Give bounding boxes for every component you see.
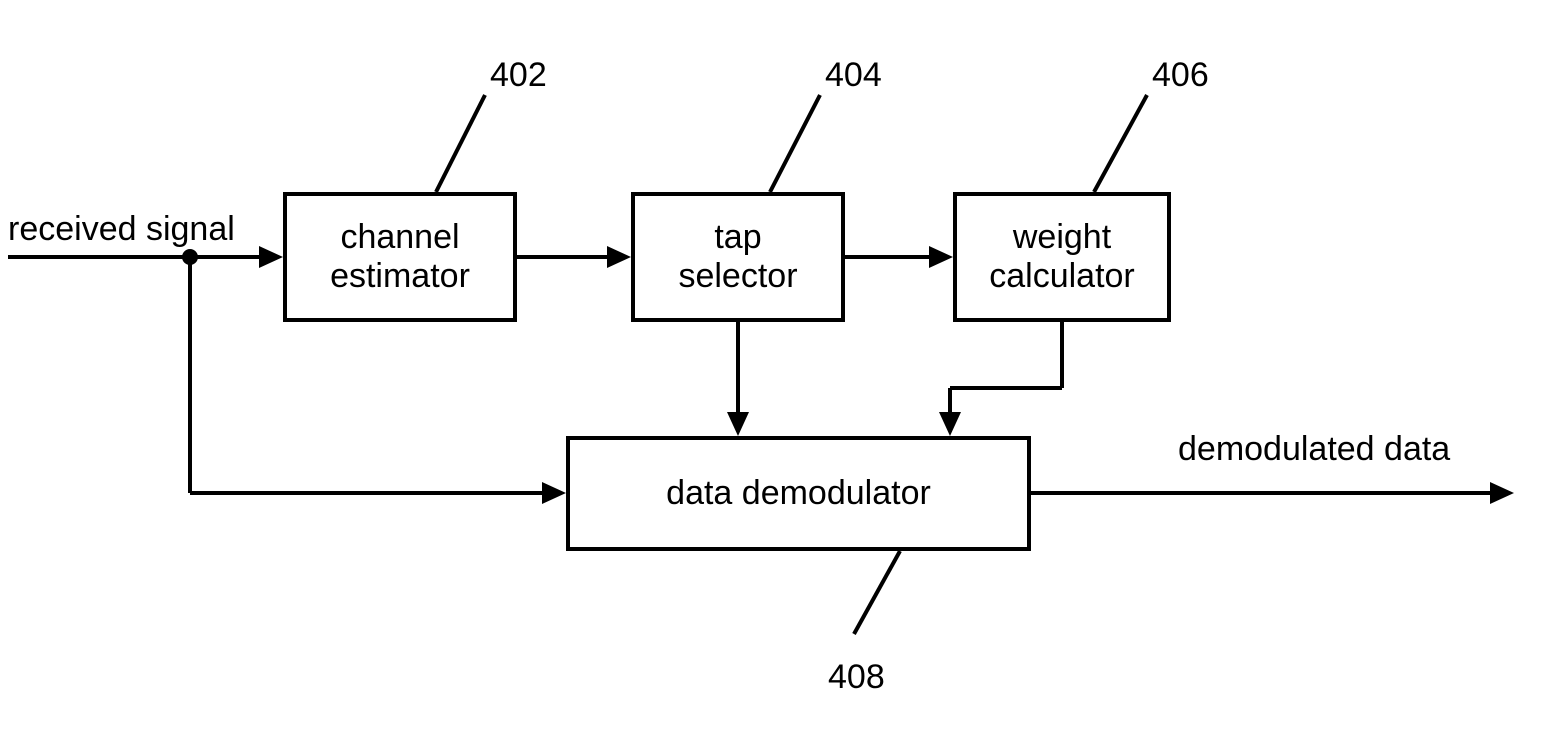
demodulated-data-label: demodulated data — [1178, 432, 1450, 466]
tap-selector-line2: selector — [678, 257, 797, 296]
ref-406: 406 — [1152, 58, 1209, 92]
ref-408: 408 — [828, 660, 885, 694]
channel-estimator-line2: estimator — [330, 257, 470, 296]
tap-selector-block: tap selector — [631, 192, 845, 322]
diagram-canvas: channel estimator tap selector weight ca… — [0, 0, 1560, 731]
weight-calculator-line2: calculator — [989, 257, 1135, 296]
received-signal-label: received signal — [8, 212, 235, 246]
ref-404: 404 — [825, 58, 882, 92]
weight-calculator-block: weight calculator — [953, 192, 1171, 322]
data-demodulator-block: data demodulator — [566, 436, 1031, 551]
data-demodulator-line1: data demodulator — [666, 474, 931, 513]
weight-calculator-line1: weight — [1013, 218, 1111, 257]
channel-estimator-block: channel estimator — [283, 192, 517, 322]
ref-402: 402 — [490, 58, 547, 92]
tap-selector-line1: tap — [714, 218, 761, 257]
connections-layer — [0, 0, 1560, 731]
channel-estimator-line1: channel — [340, 218, 459, 257]
